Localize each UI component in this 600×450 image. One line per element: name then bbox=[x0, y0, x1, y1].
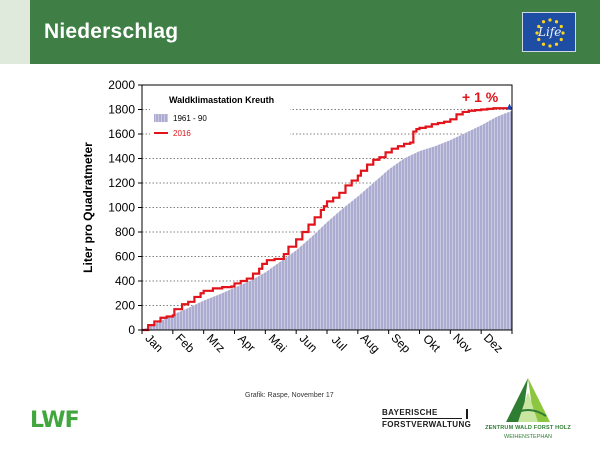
eu-star bbox=[541, 42, 546, 46]
series-area-1961-90 bbox=[142, 110, 512, 330]
x-tick-label: Feb bbox=[173, 331, 198, 356]
x-tick-label: Jul bbox=[329, 333, 350, 354]
y-tick-label: 800 bbox=[115, 225, 135, 239]
y-tick-label: 1600 bbox=[108, 127, 135, 141]
zentrum-wald-forst-holz-logo: ZENTRUM WALD FORST HOLZ WEIHENSTEPHAN bbox=[480, 374, 576, 446]
logo-place: WEIHENSTEPHAN bbox=[504, 434, 552, 440]
x-tick-label: Apr bbox=[235, 332, 258, 355]
zentrum-tree-icon bbox=[506, 378, 550, 422]
y-tick-label: 1400 bbox=[108, 152, 135, 166]
chart-credit: Grafik: Raspe, November 17 bbox=[245, 392, 334, 399]
logo-rule bbox=[382, 418, 462, 419]
chart-annotation: + 1 % bbox=[462, 89, 499, 105]
header-band bbox=[0, 0, 600, 64]
page-title: Niederschlag bbox=[44, 20, 179, 43]
eu-flag-stars-icon bbox=[535, 18, 565, 48]
y-tick-label: 1800 bbox=[108, 103, 135, 117]
x-tick-label: Mai bbox=[266, 331, 290, 355]
x-tick-label: Mrz bbox=[204, 331, 228, 355]
eu-life-logo: Life bbox=[522, 12, 576, 52]
y-tick-label: 0 bbox=[128, 323, 135, 337]
legend-swatch-1961-90 bbox=[154, 114, 168, 122]
y-tick-label: 1200 bbox=[108, 176, 135, 190]
eu-star bbox=[554, 42, 559, 46]
y-tick-label: 1000 bbox=[108, 201, 135, 215]
chart-svg: 0 200 400 600 800 1000 1200 1400 1600 1800 2000 Jan… bbox=[81, 78, 513, 356]
eu-star bbox=[541, 20, 546, 24]
legend-label-1961-90: 1961 - 90 bbox=[173, 114, 207, 123]
x-tick-label: Okt bbox=[420, 332, 444, 356]
bayerische-forstverwaltung-logo: BAYERISCHE FORSTVERWALTUNG bbox=[382, 408, 477, 430]
y-tick-label: 400 bbox=[115, 274, 135, 288]
eu-star bbox=[554, 20, 559, 24]
x-tick-label: Nov bbox=[450, 331, 475, 356]
eu-logo-text: Life bbox=[538, 25, 562, 39]
x-tick-label: Aug bbox=[358, 331, 383, 356]
y-tick-label: 200 bbox=[115, 299, 135, 313]
eu-star bbox=[559, 24, 563, 29]
logo-text-line2: FORSTVERWALTUNG bbox=[382, 420, 472, 429]
eu-star bbox=[561, 31, 565, 35]
y-tick-label: 2000 bbox=[108, 78, 135, 92]
eu-star bbox=[559, 37, 563, 42]
eu-star bbox=[535, 31, 539, 35]
lwf-logo: LWF bbox=[30, 408, 80, 433]
y-axis-title: Liter pro Quadratmeter bbox=[81, 142, 95, 273]
legend-label-2016: 2016 bbox=[173, 129, 191, 138]
y-tick-label: 600 bbox=[115, 250, 135, 264]
series-end-marker bbox=[506, 103, 513, 110]
eu-star bbox=[548, 18, 552, 22]
precipitation-chart: 0 200 400 600 800 1000 1200 1400 1600 1800 2000 Jan… bbox=[0, 64, 600, 384]
logo-mark bbox=[466, 409, 472, 419]
logo-name: ZENTRUM WALD FORST HOLZ bbox=[485, 425, 571, 431]
x-tick-label: Dez bbox=[481, 331, 506, 356]
logo-text-line1: BAYERISCHE bbox=[382, 408, 438, 417]
eu-star bbox=[537, 24, 541, 29]
chart-title: Waldklimastation Kreuth bbox=[169, 95, 274, 105]
x-tick-label: Sep bbox=[388, 331, 413, 356]
header-left-stripe bbox=[0, 0, 30, 64]
x-tick-label: Jan bbox=[142, 331, 166, 355]
eu-star bbox=[537, 37, 541, 42]
series-line-2016 bbox=[142, 107, 512, 332]
legend-background bbox=[150, 109, 290, 143]
x-tick-label: Jun bbox=[297, 331, 321, 355]
eu-star bbox=[548, 44, 552, 48]
